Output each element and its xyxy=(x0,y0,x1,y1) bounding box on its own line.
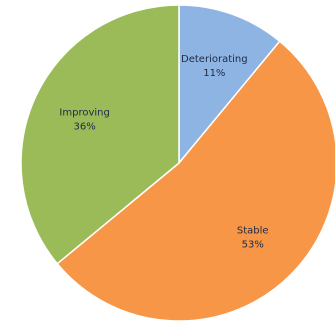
pie-slices xyxy=(20,4,335,322)
pie-labels: Deteriorating 11% Stable 53% Improving 36% xyxy=(59,54,268,251)
slice-percent-label: 11% xyxy=(203,68,225,79)
slice-percent-label: 36% xyxy=(74,122,96,133)
slice-name-label: Deteriorating xyxy=(181,54,248,65)
pie-slice-improving xyxy=(20,4,180,265)
slice-name-label: Stable xyxy=(237,226,269,237)
slice-percent-label: 53% xyxy=(242,240,264,251)
pie-slice-deteriorating xyxy=(178,4,281,166)
slice-name-label: Improving xyxy=(59,108,109,119)
pie-slice-stable xyxy=(56,40,335,322)
